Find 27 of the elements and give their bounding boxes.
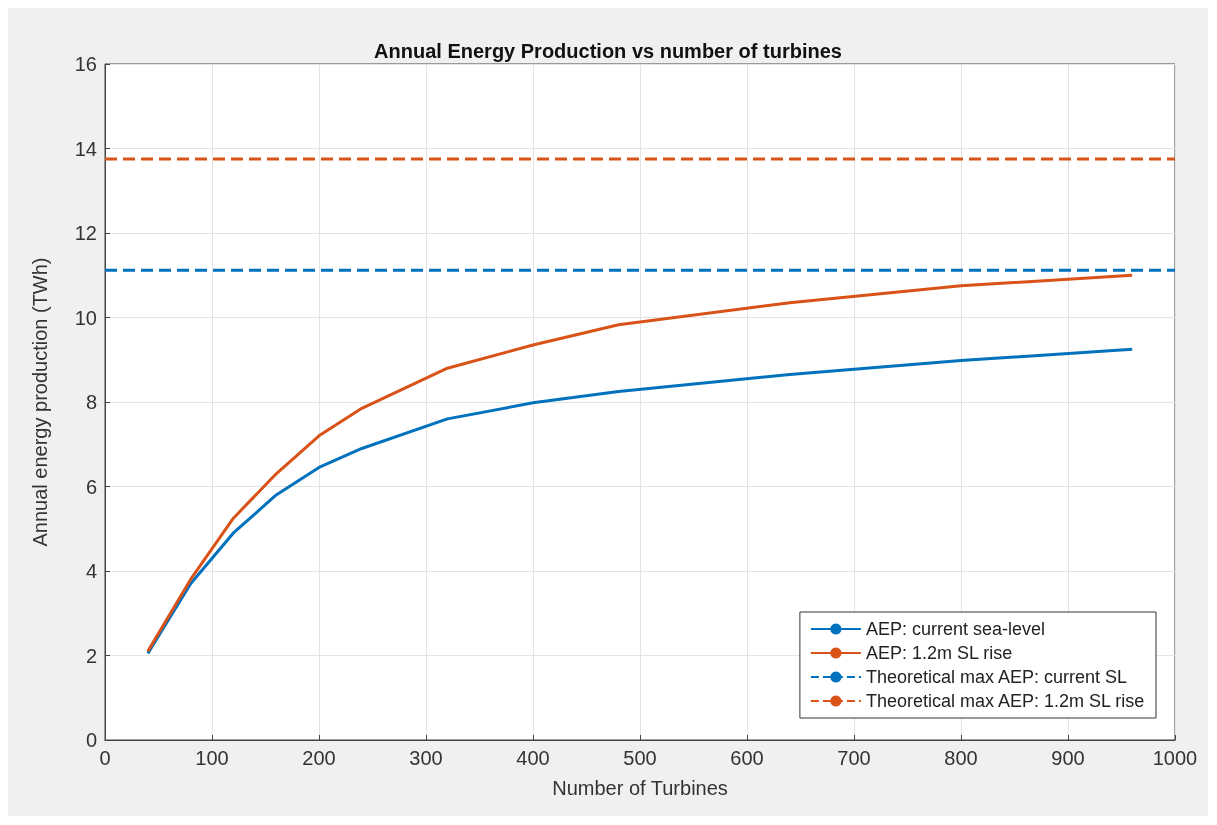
y-tick-label: 14: [74, 137, 97, 160]
legend-label: Theoretical max AEP: current SL: [865, 667, 1128, 687]
x-tick-label: 500: [623, 747, 657, 769]
y-tick-label: 8: [85, 391, 97, 413]
legend-label: AEP: 1.2m SL rise: [865, 643, 1013, 663]
y-tick-label: 10: [74, 306, 97, 329]
x-tick-label: 600: [730, 747, 764, 769]
x-tick-label: 300: [409, 747, 443, 769]
x-tick-label: 400: [516, 747, 550, 769]
y-tick-label: 4: [85, 560, 97, 582]
legend-label: AEP: current sea-level: [865, 619, 1045, 639]
x-tick-label: 0: [99, 747, 111, 769]
y-tick-label: 2: [85, 644, 97, 667]
x-tick-label: 700: [837, 747, 871, 769]
y-tick-label: 12: [74, 222, 97, 244]
y-tick-label: 6: [85, 475, 97, 498]
x-tick-label: 800: [944, 747, 978, 769]
x-tick-label: 200: [302, 747, 336, 769]
x-tick-label: 1000: [1152, 747, 1198, 769]
x-axis-title: Number of Turbines: [552, 777, 728, 799]
chart-title: Annual Energy Production vs number of turbines: [374, 40, 842, 62]
y-tick-label: 16: [74, 53, 97, 75]
y-tick-label: 0: [85, 729, 97, 751]
legend-label: Theoretical max AEP: 1.2m SL rise: [865, 691, 1145, 711]
x-tick-label: 900: [1051, 747, 1085, 769]
y-axis-title: Annual energy production (TWh): [29, 257, 51, 547]
x-tick-label: 100: [195, 747, 229, 769]
